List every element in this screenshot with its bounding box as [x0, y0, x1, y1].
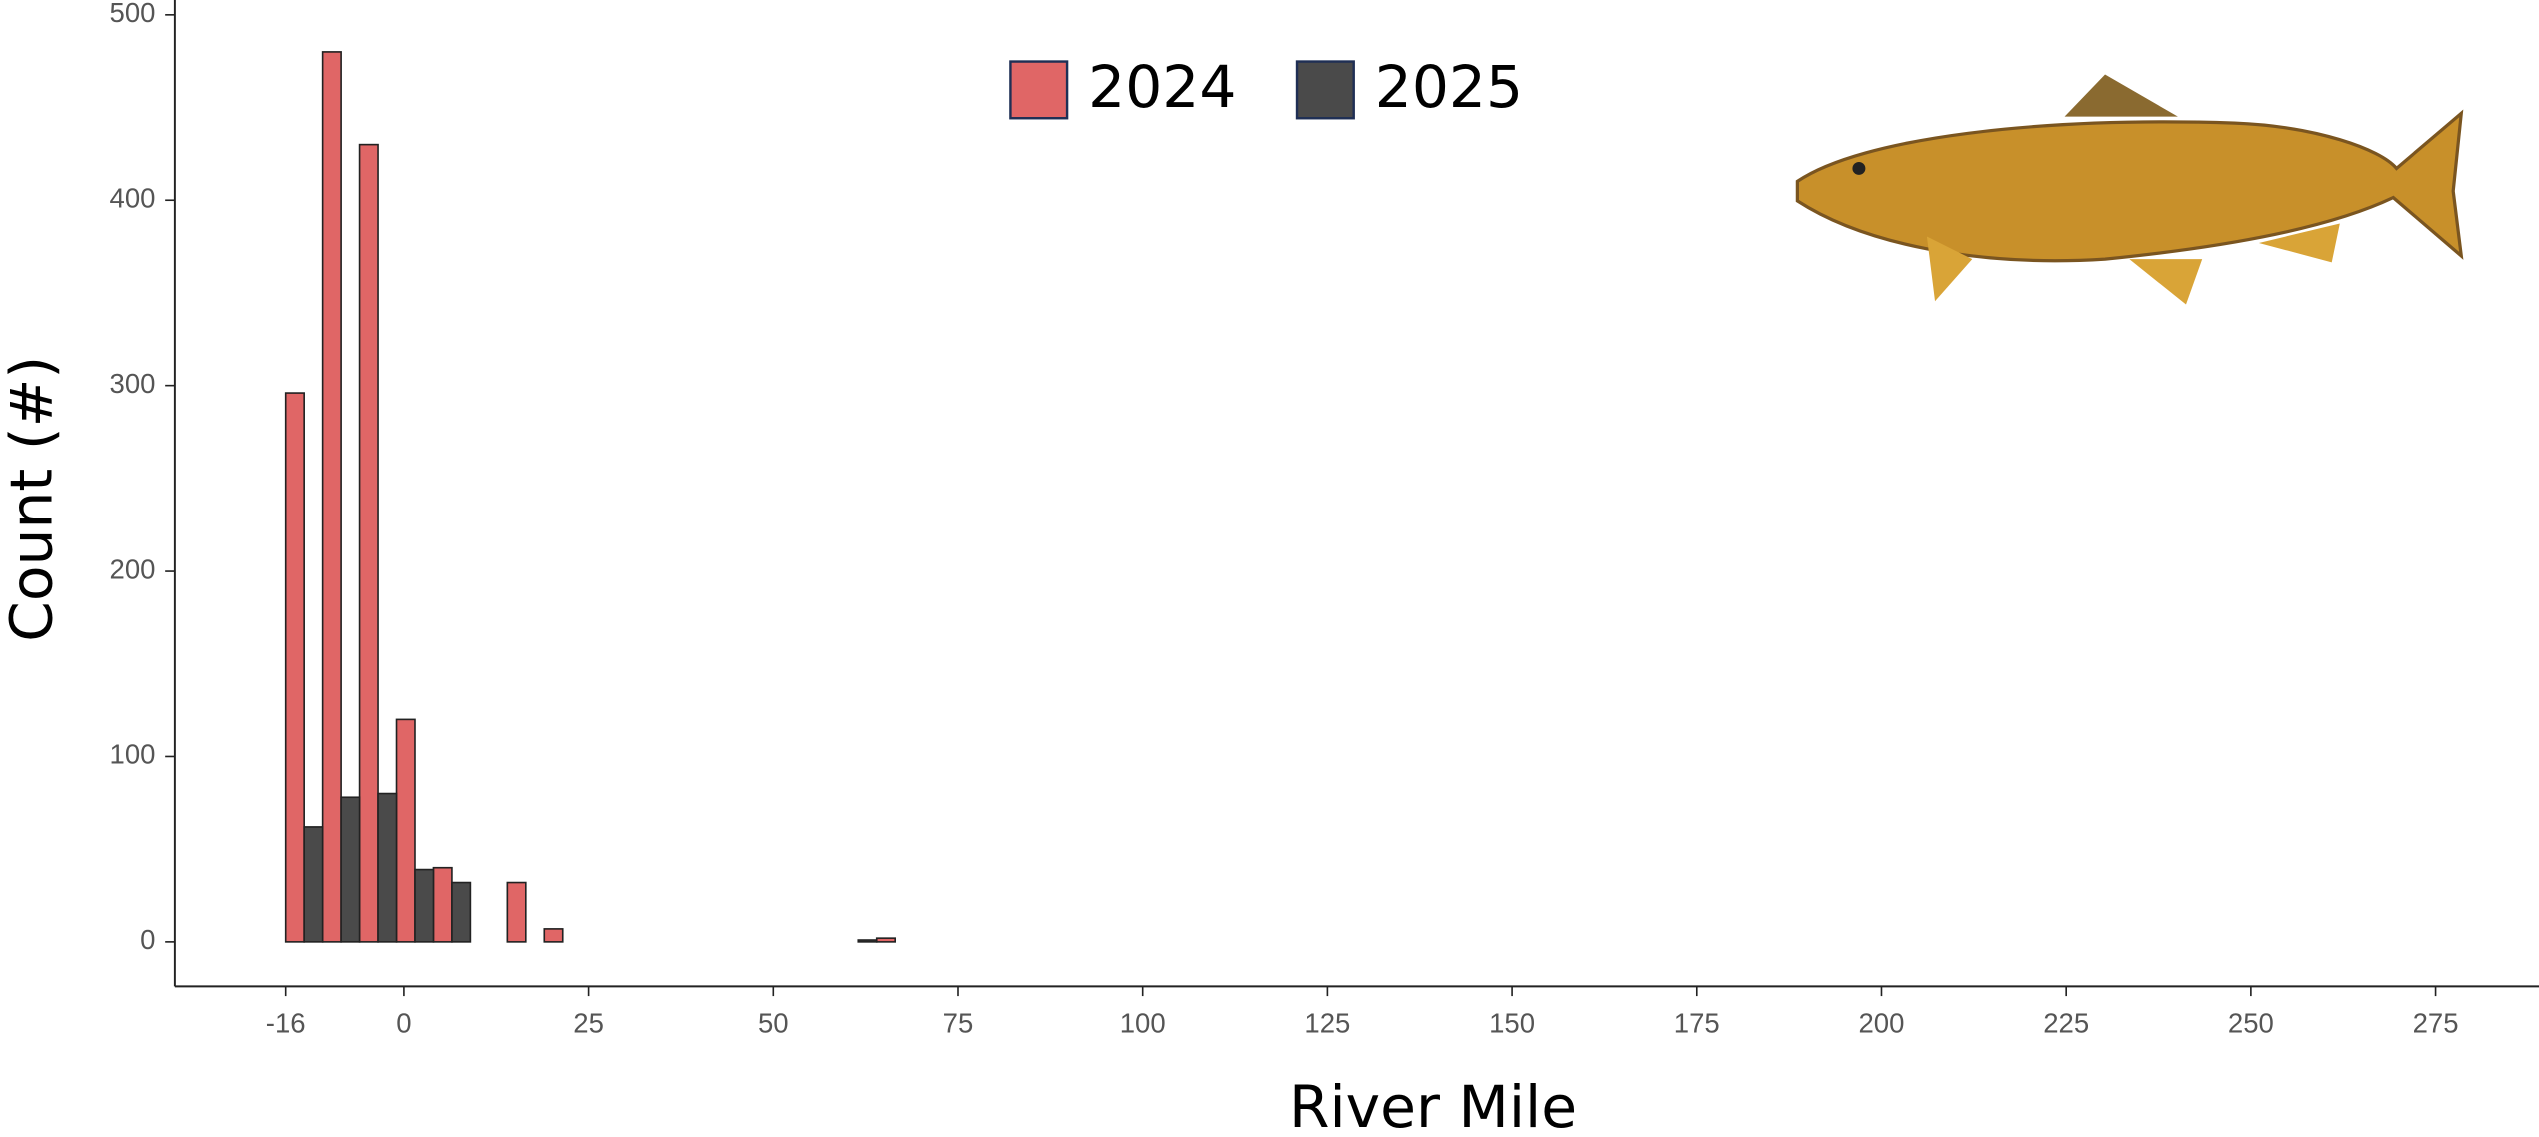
x-axis-label: River Mile: [1289, 1073, 1577, 1137]
bar: [340, 796, 361, 943]
bar: [432, 866, 453, 943]
bar: [377, 792, 398, 943]
x-tick-label: 150: [1489, 1008, 1535, 1039]
bar: [414, 868, 435, 943]
bar: [506, 881, 527, 943]
bar: [321, 51, 342, 943]
x-tick-label: 0: [396, 1008, 411, 1039]
x-tick-label: 225: [2043, 1008, 2089, 1039]
y-tick-label: 100: [110, 739, 156, 770]
x-tick-label: 250: [2228, 1008, 2274, 1039]
bar: [451, 881, 472, 943]
legend: 2024 2025: [1009, 53, 1523, 121]
y-tick-label: 400: [110, 183, 156, 214]
bar: [875, 937, 897, 943]
x-tick-label: 25: [573, 1008, 604, 1039]
bar: [284, 392, 305, 943]
bar: [358, 143, 379, 943]
x-tick-label: 100: [1120, 1008, 1166, 1039]
x-tick-label: 75: [943, 1008, 974, 1039]
legend-swatch: [1009, 60, 1069, 120]
bar: [395, 718, 416, 943]
bar: [303, 826, 324, 943]
fish-illustration: [1795, 74, 2464, 305]
y-tick-label: 300: [110, 368, 156, 399]
legend-swatch: [1295, 60, 1355, 120]
bar: [543, 928, 564, 943]
x-tick-label: 125: [1304, 1008, 1350, 1039]
legend-label: 2024: [1088, 53, 1236, 121]
x-tick-label: 50: [758, 1008, 789, 1039]
x-tick-label: 175: [1674, 1008, 1720, 1039]
legend-label: 2025: [1375, 53, 1523, 121]
y-tick-label: 0: [140, 924, 155, 955]
y-tick-label: 200: [110, 553, 156, 584]
x-tick-label: -16: [266, 1008, 306, 1039]
bar: [857, 939, 878, 943]
x-tick-label: 200: [1859, 1008, 1905, 1039]
y-tick-label: 500: [110, 0, 156, 28]
x-tick-label: 275: [2413, 1008, 2459, 1039]
y-axis-label: Count (#): [0, 356, 66, 642]
